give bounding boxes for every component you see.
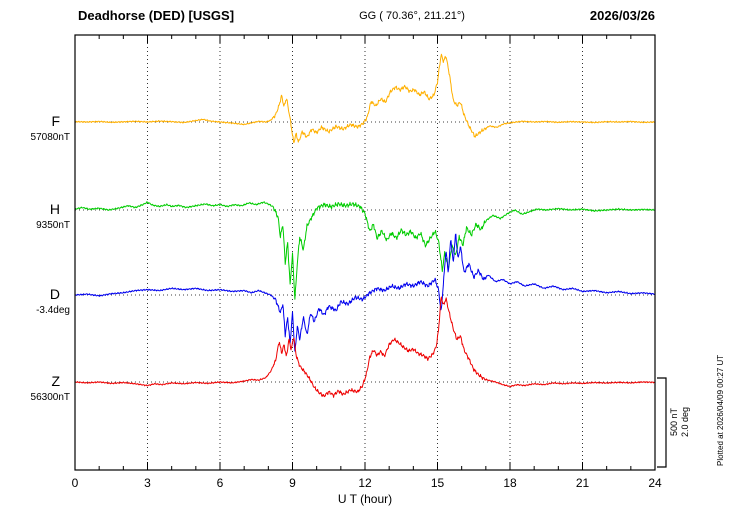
- x-tick-label: 6: [217, 476, 224, 490]
- trace-Z: [75, 296, 655, 398]
- x-tick-label: 3: [144, 476, 151, 490]
- series-label-f: F: [51, 113, 60, 129]
- x-tick-label: 24: [648, 476, 662, 490]
- trace-H: [75, 201, 655, 300]
- scale-label-nt: 500 nT: [669, 407, 679, 436]
- geographic-coords: GG ( 70.36°, 211.21°): [359, 10, 465, 22]
- x-tick-label: 18: [503, 476, 517, 490]
- plot-border: [74, 34, 656, 471]
- x-axis-title: U T (hour): [338, 492, 392, 506]
- trace-F: [75, 53, 655, 144]
- series-baseline-d: -3.4deg: [36, 305, 70, 316]
- x-tick-label: 0: [72, 476, 79, 490]
- x-tick-label: 12: [358, 476, 372, 490]
- plotted-at-note: Plotted at 2026/04/09 00:27 UT: [716, 355, 725, 466]
- scale-bar: [657, 377, 667, 468]
- x-tick-label: 15: [431, 476, 445, 490]
- x-tick-label: 9: [289, 476, 296, 490]
- tick-layer: 0 3 6 9 12 15 18 21 24: [72, 35, 662, 490]
- trace-layer: [75, 53, 655, 398]
- series-baseline-f: 57080nT: [31, 132, 70, 143]
- trace-D: [75, 233, 655, 352]
- plot-date: 2026/03/26: [590, 8, 655, 23]
- x-tick-label: 21: [576, 476, 590, 490]
- series-baseline-z: 56300nT: [31, 392, 70, 403]
- series-label-h: H: [50, 201, 60, 217]
- series-baseline-h: 9350nT: [36, 220, 70, 231]
- series-label-z: Z: [51, 373, 60, 389]
- station-title: Deadhorse (DED) [USGS]: [78, 8, 234, 23]
- scale-label-deg: 2.0 deg: [680, 407, 690, 437]
- series-label-d: D: [50, 286, 60, 302]
- grid-layer: [75, 35, 655, 470]
